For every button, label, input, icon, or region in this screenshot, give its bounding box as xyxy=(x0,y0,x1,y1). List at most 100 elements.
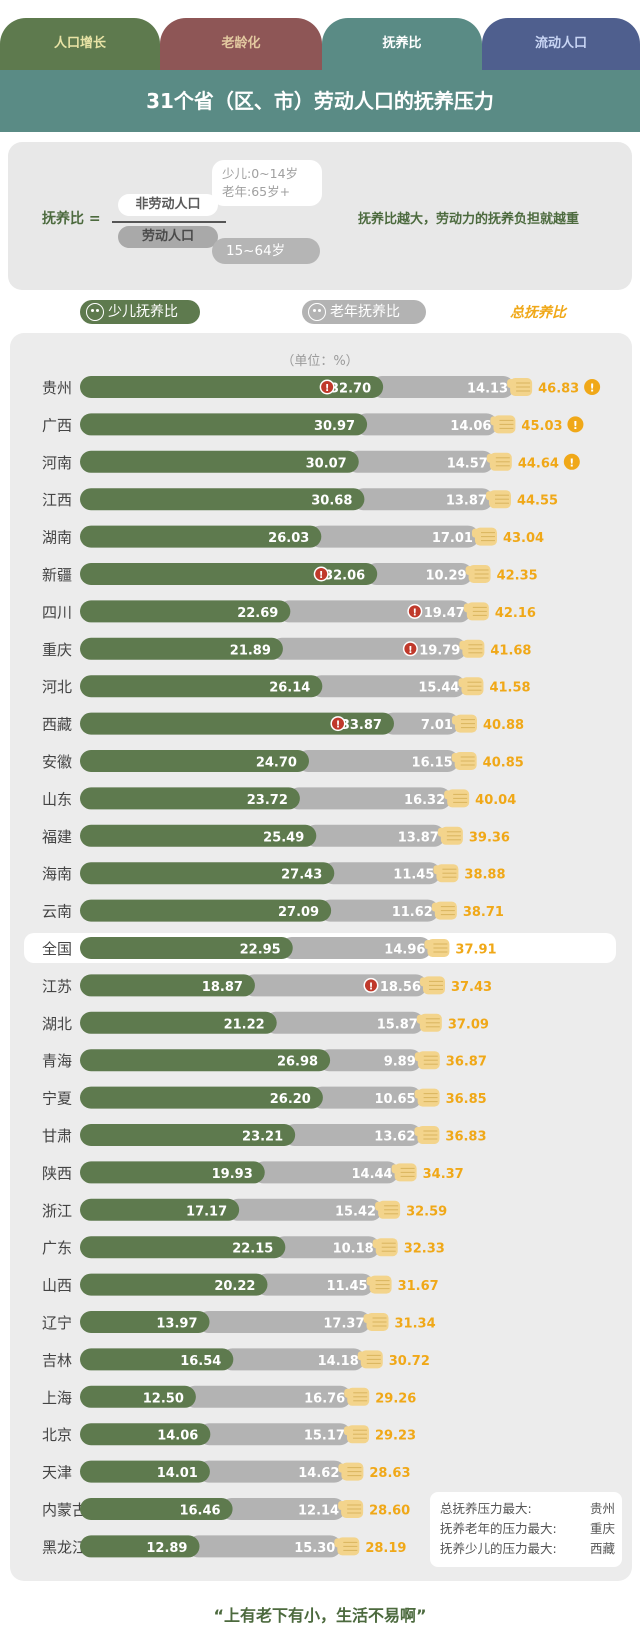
old-value-label: 14.06 xyxy=(450,419,491,434)
svg-text:!: ! xyxy=(336,720,341,731)
old-value-label: 19.47 xyxy=(424,606,465,621)
bar-child xyxy=(80,1385,196,1408)
hand-icon xyxy=(343,1425,369,1444)
total-value-label: 45.03 xyxy=(521,419,562,434)
extreme-row: 抚养少儿的压力最大: 西藏 xyxy=(440,1539,622,1559)
category-label: 云南 xyxy=(42,903,72,921)
child-value-label: 23.21 xyxy=(242,1130,283,1145)
total-value-label: 29.23 xyxy=(375,1429,416,1444)
hand-icon xyxy=(507,378,533,396)
child-value-label: 12.89 xyxy=(146,1541,187,1556)
total-value-label: 32.33 xyxy=(404,1242,445,1257)
fraction-line xyxy=(112,221,226,223)
total-value-label: 41.68 xyxy=(490,643,531,658)
old-value-label: 12.14 xyxy=(298,1504,339,1519)
age-note-bubble: 少儿:0~14岁 老年:65岁+ xyxy=(212,160,322,206)
old-value-label: 10.65 xyxy=(374,1092,415,1107)
hand-icon xyxy=(451,752,477,770)
svg-text:!: ! xyxy=(408,645,413,656)
hand-icon xyxy=(363,1313,389,1331)
category-label: 福建 xyxy=(42,828,72,846)
total-value-label: 31.67 xyxy=(398,1279,439,1294)
old-value-label: 10.29 xyxy=(425,569,466,584)
category-label: 天津 xyxy=(42,1464,72,1482)
bar-old xyxy=(255,1273,374,1296)
bar-old xyxy=(371,376,515,398)
bar-old xyxy=(346,450,494,473)
tab-floating-population[interactable]: 流动人口 xyxy=(482,18,640,70)
total-value-label: 38.88 xyxy=(464,868,505,883)
child-value-label: 22.69 xyxy=(237,606,278,621)
total-value-label: 30.72 xyxy=(389,1354,430,1369)
bar-old xyxy=(283,1124,422,1146)
extreme-label: 抚养少儿的压力最大: xyxy=(440,1541,557,1556)
bar-old xyxy=(278,600,471,623)
bar-child xyxy=(80,376,384,398)
bar-child xyxy=(80,563,378,585)
alert-icon: ! xyxy=(563,453,580,470)
hand-icon xyxy=(338,1462,364,1481)
child-face-icon xyxy=(86,303,104,321)
bar-child xyxy=(80,974,255,997)
bar-old xyxy=(287,787,452,810)
bar-child xyxy=(80,488,365,511)
category-label: 西藏 xyxy=(42,716,72,734)
category-label: 广东 xyxy=(42,1239,72,1257)
total-value-label: 40.85 xyxy=(483,756,524,771)
bar-child xyxy=(80,1049,331,1072)
category-label: 内蒙古 xyxy=(42,1501,87,1519)
child-value-label: 14.01 xyxy=(157,1466,198,1481)
category-label: 甘肃 xyxy=(42,1127,72,1145)
tab-dependency-ratio[interactable]: 抚养比 xyxy=(322,18,482,70)
old-value-label: 14.18 xyxy=(318,1354,359,1369)
hand-icon xyxy=(424,939,450,957)
hand-icon xyxy=(444,789,470,808)
total-value-label: 37.09 xyxy=(448,1017,489,1032)
formula-denominator: 劳动人口 xyxy=(118,226,218,248)
old-value-label: 17.01 xyxy=(432,531,473,546)
extreme-label: 抚养老年的压力最大: xyxy=(440,1521,557,1536)
bar-old xyxy=(365,563,473,585)
total-value-label: 40.04 xyxy=(475,793,516,808)
elder-face-icon xyxy=(308,303,326,321)
unit-label: （单位：%） xyxy=(281,354,359,369)
legend-total: 总抚养比 xyxy=(510,305,566,321)
bar-old xyxy=(197,1311,371,1333)
category-label: 江西 xyxy=(42,491,72,509)
tab-aging[interactable]: 老龄化 xyxy=(160,18,322,70)
child-value-label: 30.07 xyxy=(306,456,347,471)
old-value-label: 13.87 xyxy=(446,494,487,509)
bar-old xyxy=(355,413,498,436)
bar-child xyxy=(80,1535,200,1558)
tab-bar: 人口增长 老龄化 抚养比 流动人口 xyxy=(0,0,640,70)
hand-icon xyxy=(459,639,485,658)
child-value-label: 25.49 xyxy=(263,830,304,845)
category-label: 山东 xyxy=(42,790,72,808)
tab-population-growth[interactable]: 人口增长 xyxy=(0,18,160,70)
hand-icon xyxy=(416,1013,442,1032)
category-label: 河北 xyxy=(42,678,72,696)
child-value-label: 24.70 xyxy=(256,756,297,771)
bar-child xyxy=(80,1236,286,1259)
total-value-label: 36.87 xyxy=(446,1055,487,1070)
hand-icon xyxy=(433,864,459,883)
hand-icon xyxy=(471,527,497,546)
category-label: 浙江 xyxy=(42,1202,72,1220)
category-label: 四川 xyxy=(42,603,72,621)
old-value-label: 11.62 xyxy=(392,905,433,920)
bar-old xyxy=(220,1498,346,1520)
bar-old xyxy=(221,1348,365,1371)
total-value-label: 43.04 xyxy=(503,531,544,546)
old-value-label: 11.45 xyxy=(326,1279,367,1294)
hand-icon xyxy=(490,415,516,434)
child-value-label: 17.17 xyxy=(186,1204,227,1219)
legend-old: 老年抚养比 xyxy=(302,300,426,324)
bar-child xyxy=(80,675,323,698)
bar-old xyxy=(227,1198,383,1221)
hand-icon xyxy=(357,1350,383,1369)
child-value-label: 32.06 xyxy=(324,569,365,584)
alert-icon: ! xyxy=(584,379,601,395)
category-label: 宁夏 xyxy=(42,1090,72,1108)
bar-child xyxy=(80,450,359,473)
